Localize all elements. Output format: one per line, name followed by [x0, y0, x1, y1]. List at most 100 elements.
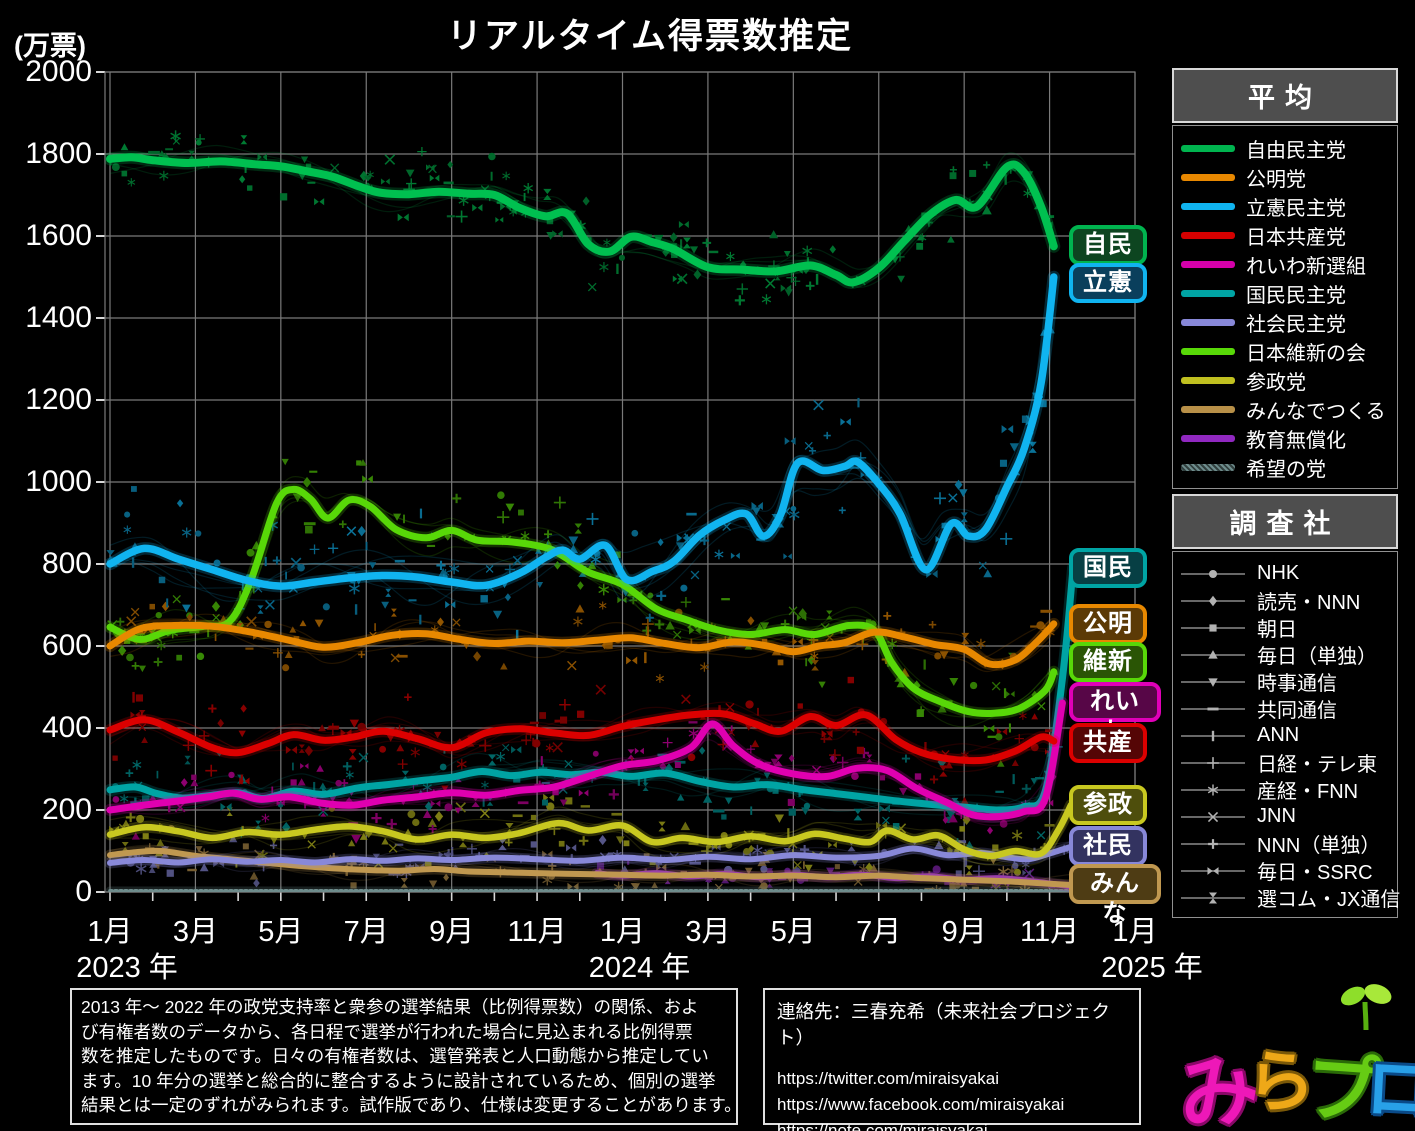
pollster-item-label: NHK — [1257, 562, 1300, 584]
legend-item: 希望の党 — [1173, 453, 1397, 482]
y-tick-label: 2000 — [25, 55, 92, 88]
x-tick-label: 11月 — [1020, 916, 1080, 948]
legend-item-label: みんなでつくる — [1246, 401, 1386, 423]
legend-item: 公明党 — [1173, 163, 1397, 192]
dash-marker-icon — [1181, 707, 1245, 710]
diamond-marker-icon — [1181, 595, 1245, 606]
y-tick-label: 0 — [75, 875, 92, 908]
legend-item: 立憲民主党 — [1173, 192, 1397, 221]
legend-item-label: 公明党 — [1246, 169, 1306, 191]
series-badge: 自民 — [1069, 225, 1147, 266]
x-marker-icon — [1181, 811, 1245, 822]
series-line-sdp — [107, 843, 1074, 866]
legend-item-label: 社会民主党 — [1246, 314, 1346, 336]
contact-url[interactable]: https://twitter.com/miraisyakai — [777, 1069, 1000, 1088]
x-tick-label: 1月 — [87, 916, 133, 948]
hourglass-marker-icon — [1181, 891, 1245, 904]
y-axis-unit: (万票) — [14, 31, 86, 61]
description-line: 2013 年～ 2022 年の政党支持率と衆参の選挙結果（比例得票数）の関係、お… — [81, 997, 699, 1017]
y-tick-label: 400 — [41, 711, 92, 744]
y-tick-label: 600 — [41, 629, 92, 662]
pollster-item-label: 朝日 — [1257, 619, 1297, 641]
series-line-ishin — [106, 485, 1058, 717]
pollster-item-label: ANN — [1257, 724, 1300, 746]
y-tick-label: 1200 — [25, 383, 92, 416]
plus-marker-icon — [1181, 838, 1245, 849]
legend-item: 教育無償化 — [1173, 424, 1397, 453]
legend-item-label: 希望の党 — [1246, 459, 1326, 481]
color-swatch — [1181, 290, 1235, 297]
x-year-label: 2025 年 — [1101, 952, 1203, 984]
contact-url[interactable]: https://www.facebook.com/miraisyakai — [777, 1095, 1065, 1114]
series-badge: 維新 — [1069, 641, 1147, 682]
square-marker-icon — [1181, 623, 1245, 632]
x-year-label: 2023 年 — [76, 952, 178, 984]
x-tick-label: 3月 — [685, 916, 731, 948]
color-swatch — [1181, 377, 1235, 384]
series-badge: れいわ — [1069, 682, 1161, 745]
color-swatch — [1181, 174, 1235, 181]
y-tick-label: 1400 — [25, 301, 92, 334]
legend-pollsters-title: 調査社 — [1172, 494, 1398, 549]
contact-url[interactable]: https://note.com/miraisyakai — [777, 1121, 988, 1131]
pollster-item: JNN — [1173, 803, 1397, 830]
legend-pollsters: 調査社 NHK 読売・NNN 朝日 毎日（単独） 時事通信共同通信 ANN 日経・テレ東 産経… — [1172, 494, 1400, 918]
series-badge: 参政 — [1069, 785, 1147, 826]
page-title: リアルタイム得票数推定 — [447, 17, 853, 56]
legend-item: 社会民主党 — [1173, 308, 1397, 337]
x-tick-label: 7月 — [856, 916, 902, 948]
series-line-cdp — [106, 273, 1058, 590]
legend-item: みんなでつくる — [1173, 395, 1397, 424]
pollster-item-label: 時事通信 — [1257, 673, 1337, 695]
tri-down-marker-icon — [1181, 677, 1245, 687]
legend-average: 平均 自由民主党 公明党 立憲民主党 日本共産党 れいわ新選組 国民民主党 社会民主党 日本維… — [1172, 68, 1398, 489]
pollster-item-label: 日経・テレ東 — [1257, 754, 1377, 776]
series-line-reiwa — [106, 699, 1066, 821]
pollster-item-label: 共同通信 — [1257, 700, 1337, 722]
pollster-item: 産経・FNN — [1173, 776, 1397, 803]
legend-item-label: れいわ新選組 — [1246, 256, 1366, 278]
pollster-item: 朝日 — [1173, 614, 1397, 641]
color-swatch — [1181, 232, 1235, 239]
x-tick-label: 5月 — [770, 916, 816, 948]
color-swatch — [1181, 464, 1235, 471]
pollster-item: 時事通信 — [1173, 668, 1397, 695]
y-tick-label: 1600 — [25, 219, 92, 252]
legend-item-label: 参政党 — [1246, 372, 1306, 394]
y-tick-label: 1800 — [25, 137, 92, 170]
series-badge: みんな — [1069, 863, 1161, 927]
circle-marker-icon — [1181, 569, 1245, 578]
y-tick-label: 800 — [41, 547, 92, 580]
x-tick-label: 1月 — [1112, 916, 1158, 948]
plot-area — [96, 71, 1136, 901]
series-badge: 社民 — [1069, 826, 1147, 867]
sprout-icon — [1340, 984, 1392, 1031]
color-swatch — [1181, 261, 1235, 268]
pollster-item: NNN（単独） — [1173, 830, 1397, 857]
pollster-item-label: 読売・NNN — [1257, 592, 1361, 614]
x-tick-label: 7月 — [343, 916, 389, 948]
vbar-marker-icon — [1181, 730, 1245, 741]
star4-marker-icon — [1181, 756, 1245, 769]
series-line-ldp — [106, 153, 1058, 287]
x-tick-label: 11月 — [507, 916, 567, 948]
pollster-item-label: 毎日・SSRC — [1257, 862, 1373, 884]
pollster-item: 毎日（単独） — [1173, 641, 1397, 668]
color-swatch — [1181, 435, 1235, 442]
description-line: ます。10 年分の選挙と総合的に整合するように設計されているため、個別の選挙 — [81, 1070, 716, 1091]
legend-item: 自由民主党 — [1173, 134, 1397, 163]
x-tick-label: 5月 — [258, 916, 304, 948]
x-tick-label: 9月 — [941, 916, 987, 948]
description-line: 数を推定したものです。日々の有権者数は、選管発表と人口動態から推定してい — [81, 1046, 709, 1066]
legend-item: 参政党 — [1173, 366, 1397, 395]
tri-up-marker-icon — [1181, 649, 1245, 659]
legend-item-label: 教育無償化 — [1246, 430, 1346, 452]
description-line: 結果とは一定のずれがみられます。試作版であり、仕様は変更することがあります。 — [81, 1095, 742, 1115]
contact-name: 連絡先：三春充希（未来社会プロジェクト） — [777, 1001, 1111, 1048]
legend-item-label: 日本共産党 — [1246, 227, 1346, 249]
legend-item: れいわ新選組 — [1173, 250, 1397, 279]
x-tick-label: 1月 — [599, 916, 646, 948]
legend-item-label: 立憲民主党 — [1246, 198, 1346, 220]
pollster-item: 共同通信 — [1173, 695, 1397, 722]
